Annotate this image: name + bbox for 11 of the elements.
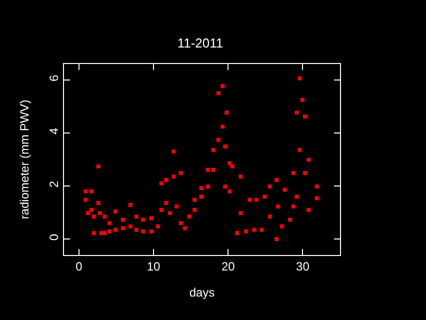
y-tick-label: 0 [47,234,62,241]
x-tick-label: 30 [296,259,310,274]
y-tick-label: 6 [47,74,62,82]
x-axis-title: days [189,285,215,300]
x-tick-label: 0 [76,259,83,274]
y-tick-label: 4 [47,128,62,135]
chart-title: 11-2011 [177,36,224,50]
x-tick-label: 20 [221,259,236,274]
y-axis-title: radiometer (mm PWV) [18,100,32,220]
y-tick-label: 2 [47,180,62,188]
x-tick-label: 10 [146,259,161,274]
